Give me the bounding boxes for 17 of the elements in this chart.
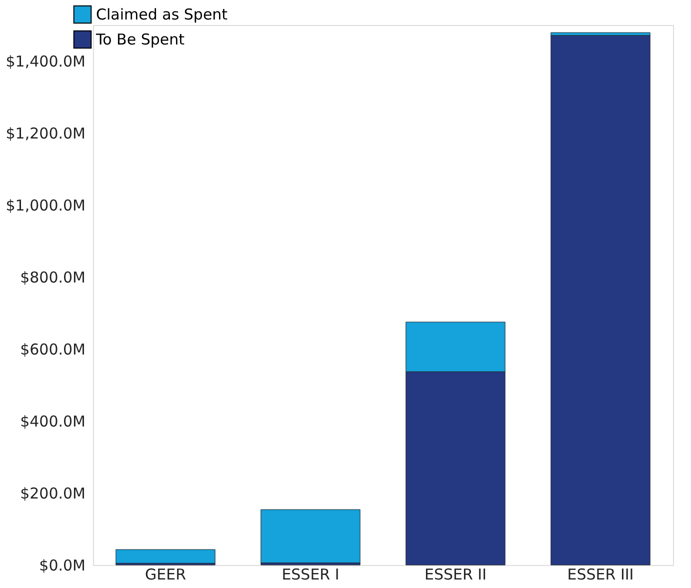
legend-label: To Be Spent (95, 30, 185, 48)
y-tick-label: $200.0M (20, 484, 86, 502)
y-tick-label: $400.0M (20, 412, 86, 430)
y-tick-label: $1,200.0M (6, 124, 86, 142)
x-tick-label: ESSER II (424, 566, 487, 584)
legend-label: Claimed as Spent (96, 6, 228, 24)
x-tick-label: GEER (144, 566, 186, 584)
y-tick-label: $1,400.0M (6, 52, 86, 70)
x-tick-label: ESSER III (567, 566, 634, 584)
bar (550, 35, 650, 566)
bar (260, 509, 360, 564)
x-tick-label: ESSER I (282, 566, 340, 584)
bar (116, 549, 216, 564)
y-tick-label: $800.0M (20, 268, 86, 286)
y-tick-label: $1,000.0M (6, 196, 86, 214)
y-tick-label: $600.0M (20, 340, 86, 358)
y-tick-label: $0.0M (39, 556, 86, 574)
